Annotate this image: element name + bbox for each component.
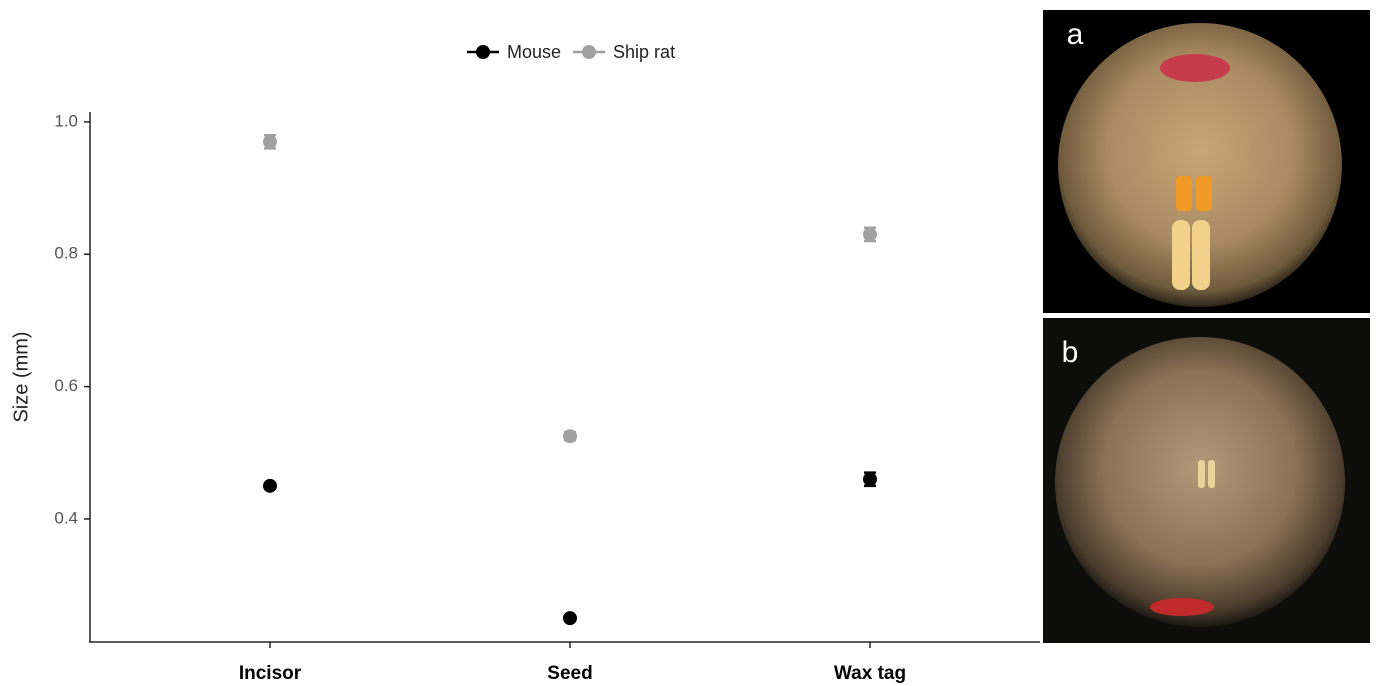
figure: a b Size (mm) 0.4 0.6 0.8 1.0 Incisor Seed Wax… xyxy=(0,0,1382,686)
point xyxy=(863,472,877,486)
y-axis-label: Size (mm) xyxy=(10,331,32,422)
legend-label: Mouse xyxy=(507,42,561,62)
point xyxy=(863,227,877,241)
x-tick-label: Seed xyxy=(547,663,592,684)
point xyxy=(263,479,277,493)
legend-marker xyxy=(582,45,596,59)
y-tick-label: 1.0 xyxy=(54,111,78,130)
x-tick-label: Incisor xyxy=(239,663,302,684)
photo-a: a xyxy=(1043,10,1370,313)
panel-label: a xyxy=(1067,18,1084,51)
photo-b: b xyxy=(1043,318,1370,643)
point xyxy=(563,611,577,625)
panel-label: b xyxy=(1062,336,1079,369)
y-tick-label: 0.6 xyxy=(54,376,78,395)
point xyxy=(263,135,277,149)
legend-marker xyxy=(476,45,490,59)
y-tick-label: 0.4 xyxy=(54,508,78,527)
point xyxy=(563,429,577,443)
y-tick-label: 0.8 xyxy=(54,244,78,263)
x-tick-label: Wax tag xyxy=(834,663,906,684)
legend-label: Ship rat xyxy=(613,42,675,62)
